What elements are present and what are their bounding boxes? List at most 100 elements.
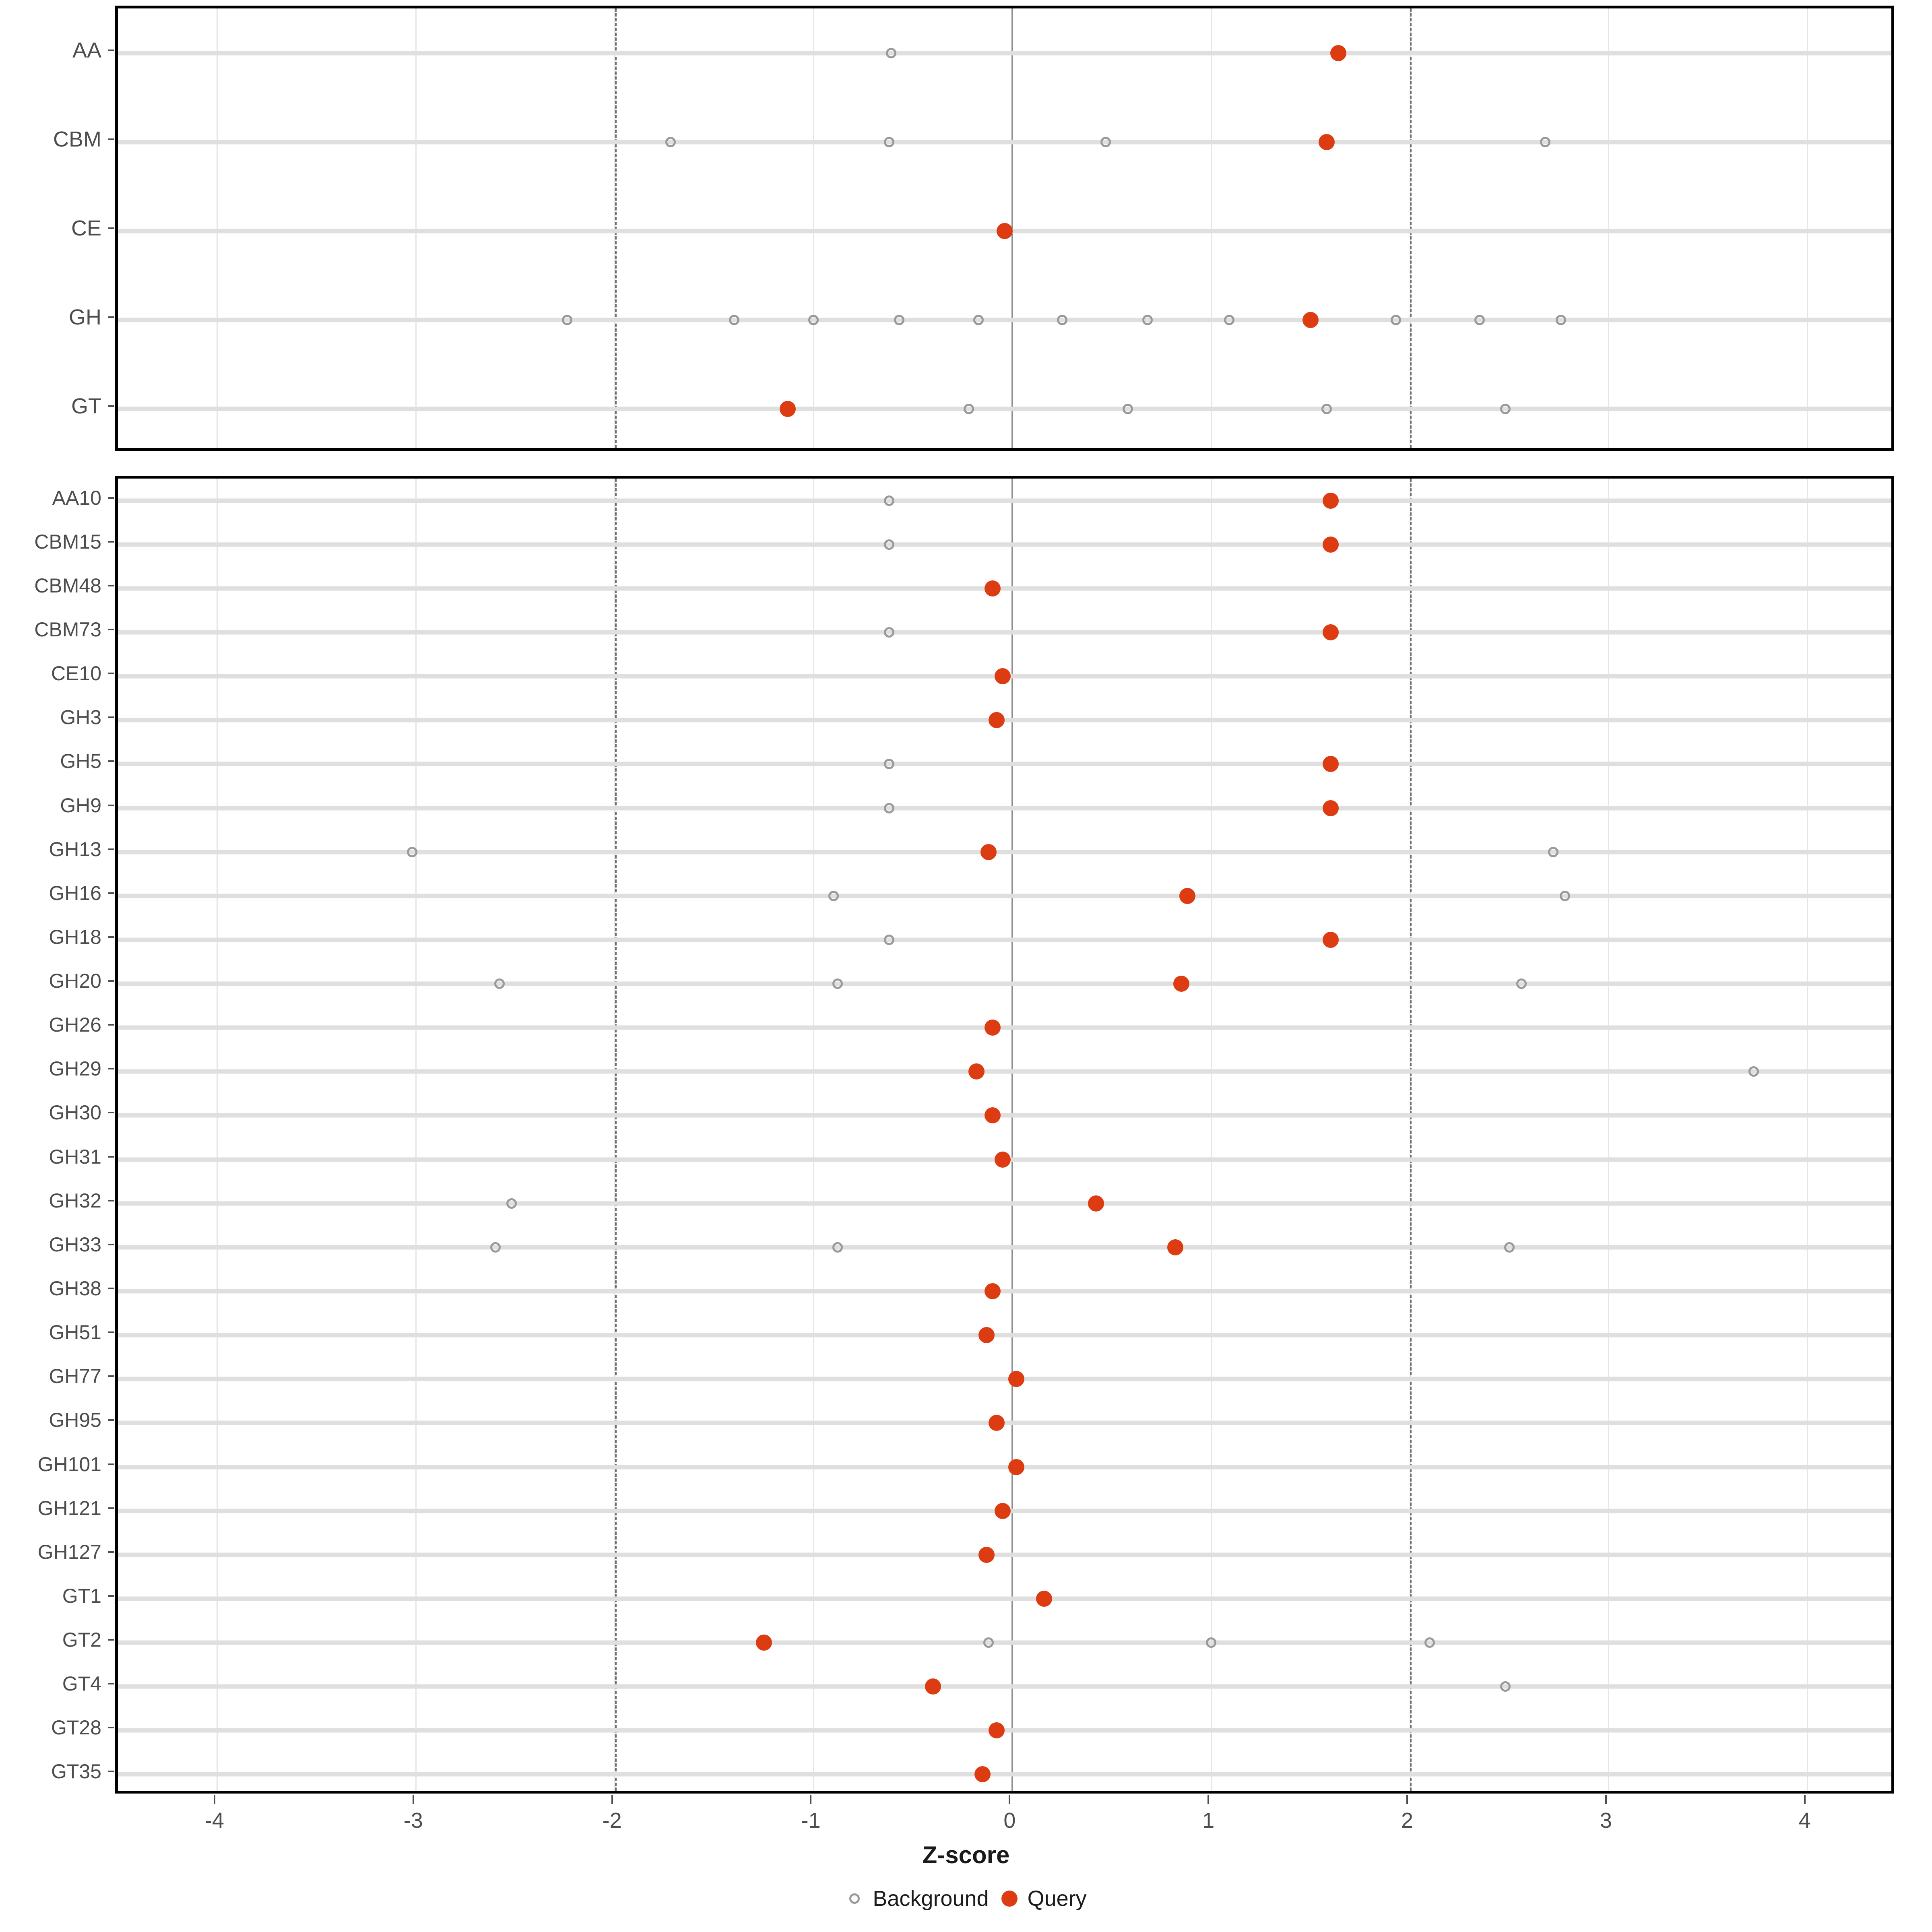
point-query-CBM-0[interactable]	[1318, 134, 1335, 150]
point-query-GH33-0[interactable]	[1167, 1239, 1184, 1255]
point-background-CBM15-0[interactable]	[884, 539, 895, 550]
row-baseline-GH5	[118, 762, 1891, 766]
point-background-GH9-0[interactable]	[884, 803, 895, 813]
point-query-GH18-0[interactable]	[1322, 931, 1339, 948]
point-query-GH101-0[interactable]	[1008, 1459, 1025, 1475]
point-background-GH16-1[interactable]	[1560, 890, 1571, 901]
point-query-GH32-0[interactable]	[1088, 1195, 1104, 1212]
point-background-GH-10[interactable]	[1556, 315, 1567, 326]
point-background-GH33-2[interactable]	[1504, 1242, 1515, 1253]
point-query-GH77-0[interactable]	[1008, 1371, 1025, 1387]
point-background-CBM-1[interactable]	[884, 136, 895, 147]
y-axis-tick-AA	[108, 49, 114, 51]
point-background-GH29-0[interactable]	[1748, 1066, 1759, 1077]
legend-item-query[interactable]: Query	[1000, 1886, 1087, 1911]
point-query-CBM48-0[interactable]	[984, 580, 1001, 597]
point-background-GH-1[interactable]	[729, 315, 739, 326]
point-query-GH38-0[interactable]	[984, 1283, 1001, 1299]
point-background-CBM-3[interactable]	[1540, 136, 1550, 147]
point-background-AA10-0[interactable]	[884, 495, 895, 506]
y-axis-label-CE10: CE10	[51, 662, 101, 685]
point-query-GT28-0[interactable]	[988, 1722, 1005, 1739]
point-query-GH127-0[interactable]	[978, 1546, 995, 1563]
row-baseline-GH16	[118, 894, 1891, 898]
point-query-AA10-0[interactable]	[1322, 492, 1339, 509]
y-axis-label-CBM: CBM	[53, 127, 101, 151]
point-query-GH95-0[interactable]	[988, 1415, 1005, 1431]
legend-item-background[interactable]: Background	[845, 1886, 989, 1911]
point-background-GT2-2[interactable]	[1424, 1637, 1435, 1648]
point-query-GH30-0[interactable]	[984, 1107, 1001, 1124]
point-background-GH16-0[interactable]	[828, 890, 839, 901]
point-query-GH51-0[interactable]	[978, 1327, 995, 1344]
point-query-GT4-0[interactable]	[925, 1678, 941, 1695]
point-background-GH-6[interactable]	[1142, 315, 1153, 326]
row-baseline-GH32	[118, 1201, 1891, 1206]
point-background-GH-5[interactable]	[1057, 315, 1067, 326]
point-query-GH3-0[interactable]	[988, 712, 1005, 729]
point-background-GH33-0[interactable]	[490, 1242, 501, 1253]
row-baseline-GH101	[118, 1465, 1891, 1469]
point-query-GH-0[interactable]	[1302, 312, 1319, 328]
point-background-GH20-2[interactable]	[1516, 978, 1527, 989]
point-query-GT-0[interactable]	[780, 401, 796, 417]
gridline-x-3	[1608, 8, 1610, 448]
point-background-GH33-1[interactable]	[832, 1242, 843, 1253]
point-background-GH20-0[interactable]	[494, 978, 505, 989]
point-background-GH-9[interactable]	[1474, 315, 1485, 326]
row-baseline-GH77	[118, 1377, 1891, 1381]
point-background-GH-7[interactable]	[1224, 315, 1234, 326]
point-query-GH9-0[interactable]	[1322, 800, 1339, 816]
row-baseline-CBM15	[118, 542, 1891, 547]
point-background-GH32-0[interactable]	[506, 1198, 517, 1209]
point-background-GH13-0[interactable]	[407, 846, 417, 857]
point-query-CE-0[interactable]	[996, 223, 1013, 239]
point-background-GH13-1[interactable]	[1548, 846, 1558, 857]
point-background-GT-2[interactable]	[1321, 404, 1332, 415]
point-background-GH-0[interactable]	[562, 315, 573, 326]
x-axis-tick-label--4: -4	[204, 1808, 224, 1833]
point-background-GT-0[interactable]	[963, 404, 974, 415]
point-background-GH-8[interactable]	[1391, 315, 1402, 326]
y-axis-tick-GH38	[108, 1287, 114, 1289]
point-query-GH26-0[interactable]	[984, 1020, 1001, 1036]
point-background-CBM73-0[interactable]	[884, 627, 895, 638]
point-query-CE10-0[interactable]	[994, 668, 1011, 685]
y-axis-label-GH51: GH51	[49, 1321, 101, 1344]
point-query-CBM15-0[interactable]	[1322, 536, 1339, 553]
point-background-GT4-0[interactable]	[1500, 1681, 1511, 1692]
point-query-GT35-0[interactable]	[974, 1766, 991, 1783]
point-background-GH-4[interactable]	[973, 315, 984, 326]
point-background-GT-1[interactable]	[1122, 404, 1133, 415]
point-query-GH121-0[interactable]	[994, 1503, 1011, 1519]
y-axis-label-CBM48: CBM48	[34, 574, 101, 597]
point-background-GH20-1[interactable]	[832, 978, 843, 989]
point-query-GT2-0[interactable]	[756, 1635, 772, 1651]
point-background-GH-3[interactable]	[894, 315, 904, 326]
point-background-AA-0[interactable]	[886, 47, 897, 58]
y-axis-tick-GT4	[108, 1683, 114, 1685]
y-axis-tick-GT1	[108, 1595, 114, 1597]
point-background-GH18-0[interactable]	[884, 934, 895, 945]
point-query-GT1-0[interactable]	[1036, 1590, 1053, 1607]
y-axis-label-GT: GT	[71, 394, 101, 419]
point-query-CBM73-0[interactable]	[1322, 624, 1339, 640]
point-query-GH31-0[interactable]	[994, 1151, 1011, 1168]
point-query-GH5-0[interactable]	[1322, 756, 1339, 772]
point-query-GH20-0[interactable]	[1173, 976, 1190, 992]
point-background-GT2-1[interactable]	[1206, 1637, 1217, 1648]
point-background-GH-2[interactable]	[808, 315, 819, 326]
point-query-AA-0[interactable]	[1330, 45, 1347, 61]
point-query-GH16-0[interactable]	[1179, 888, 1195, 904]
y-axis-tick-GH127	[108, 1551, 114, 1553]
point-background-CBM-2[interactable]	[1100, 136, 1111, 147]
point-background-GH5-0[interactable]	[884, 759, 895, 770]
y-axis-label-GH33: GH33	[49, 1233, 101, 1256]
point-query-GH29-0[interactable]	[968, 1063, 985, 1080]
point-background-CBM-0[interactable]	[665, 136, 676, 147]
point-background-GT2-0[interactable]	[983, 1637, 994, 1648]
panel-cazy-families	[115, 6, 1894, 451]
point-background-GT-3[interactable]	[1500, 404, 1511, 415]
point-query-GH13-0[interactable]	[980, 844, 997, 860]
y-axis-tick-CBM	[108, 138, 114, 140]
